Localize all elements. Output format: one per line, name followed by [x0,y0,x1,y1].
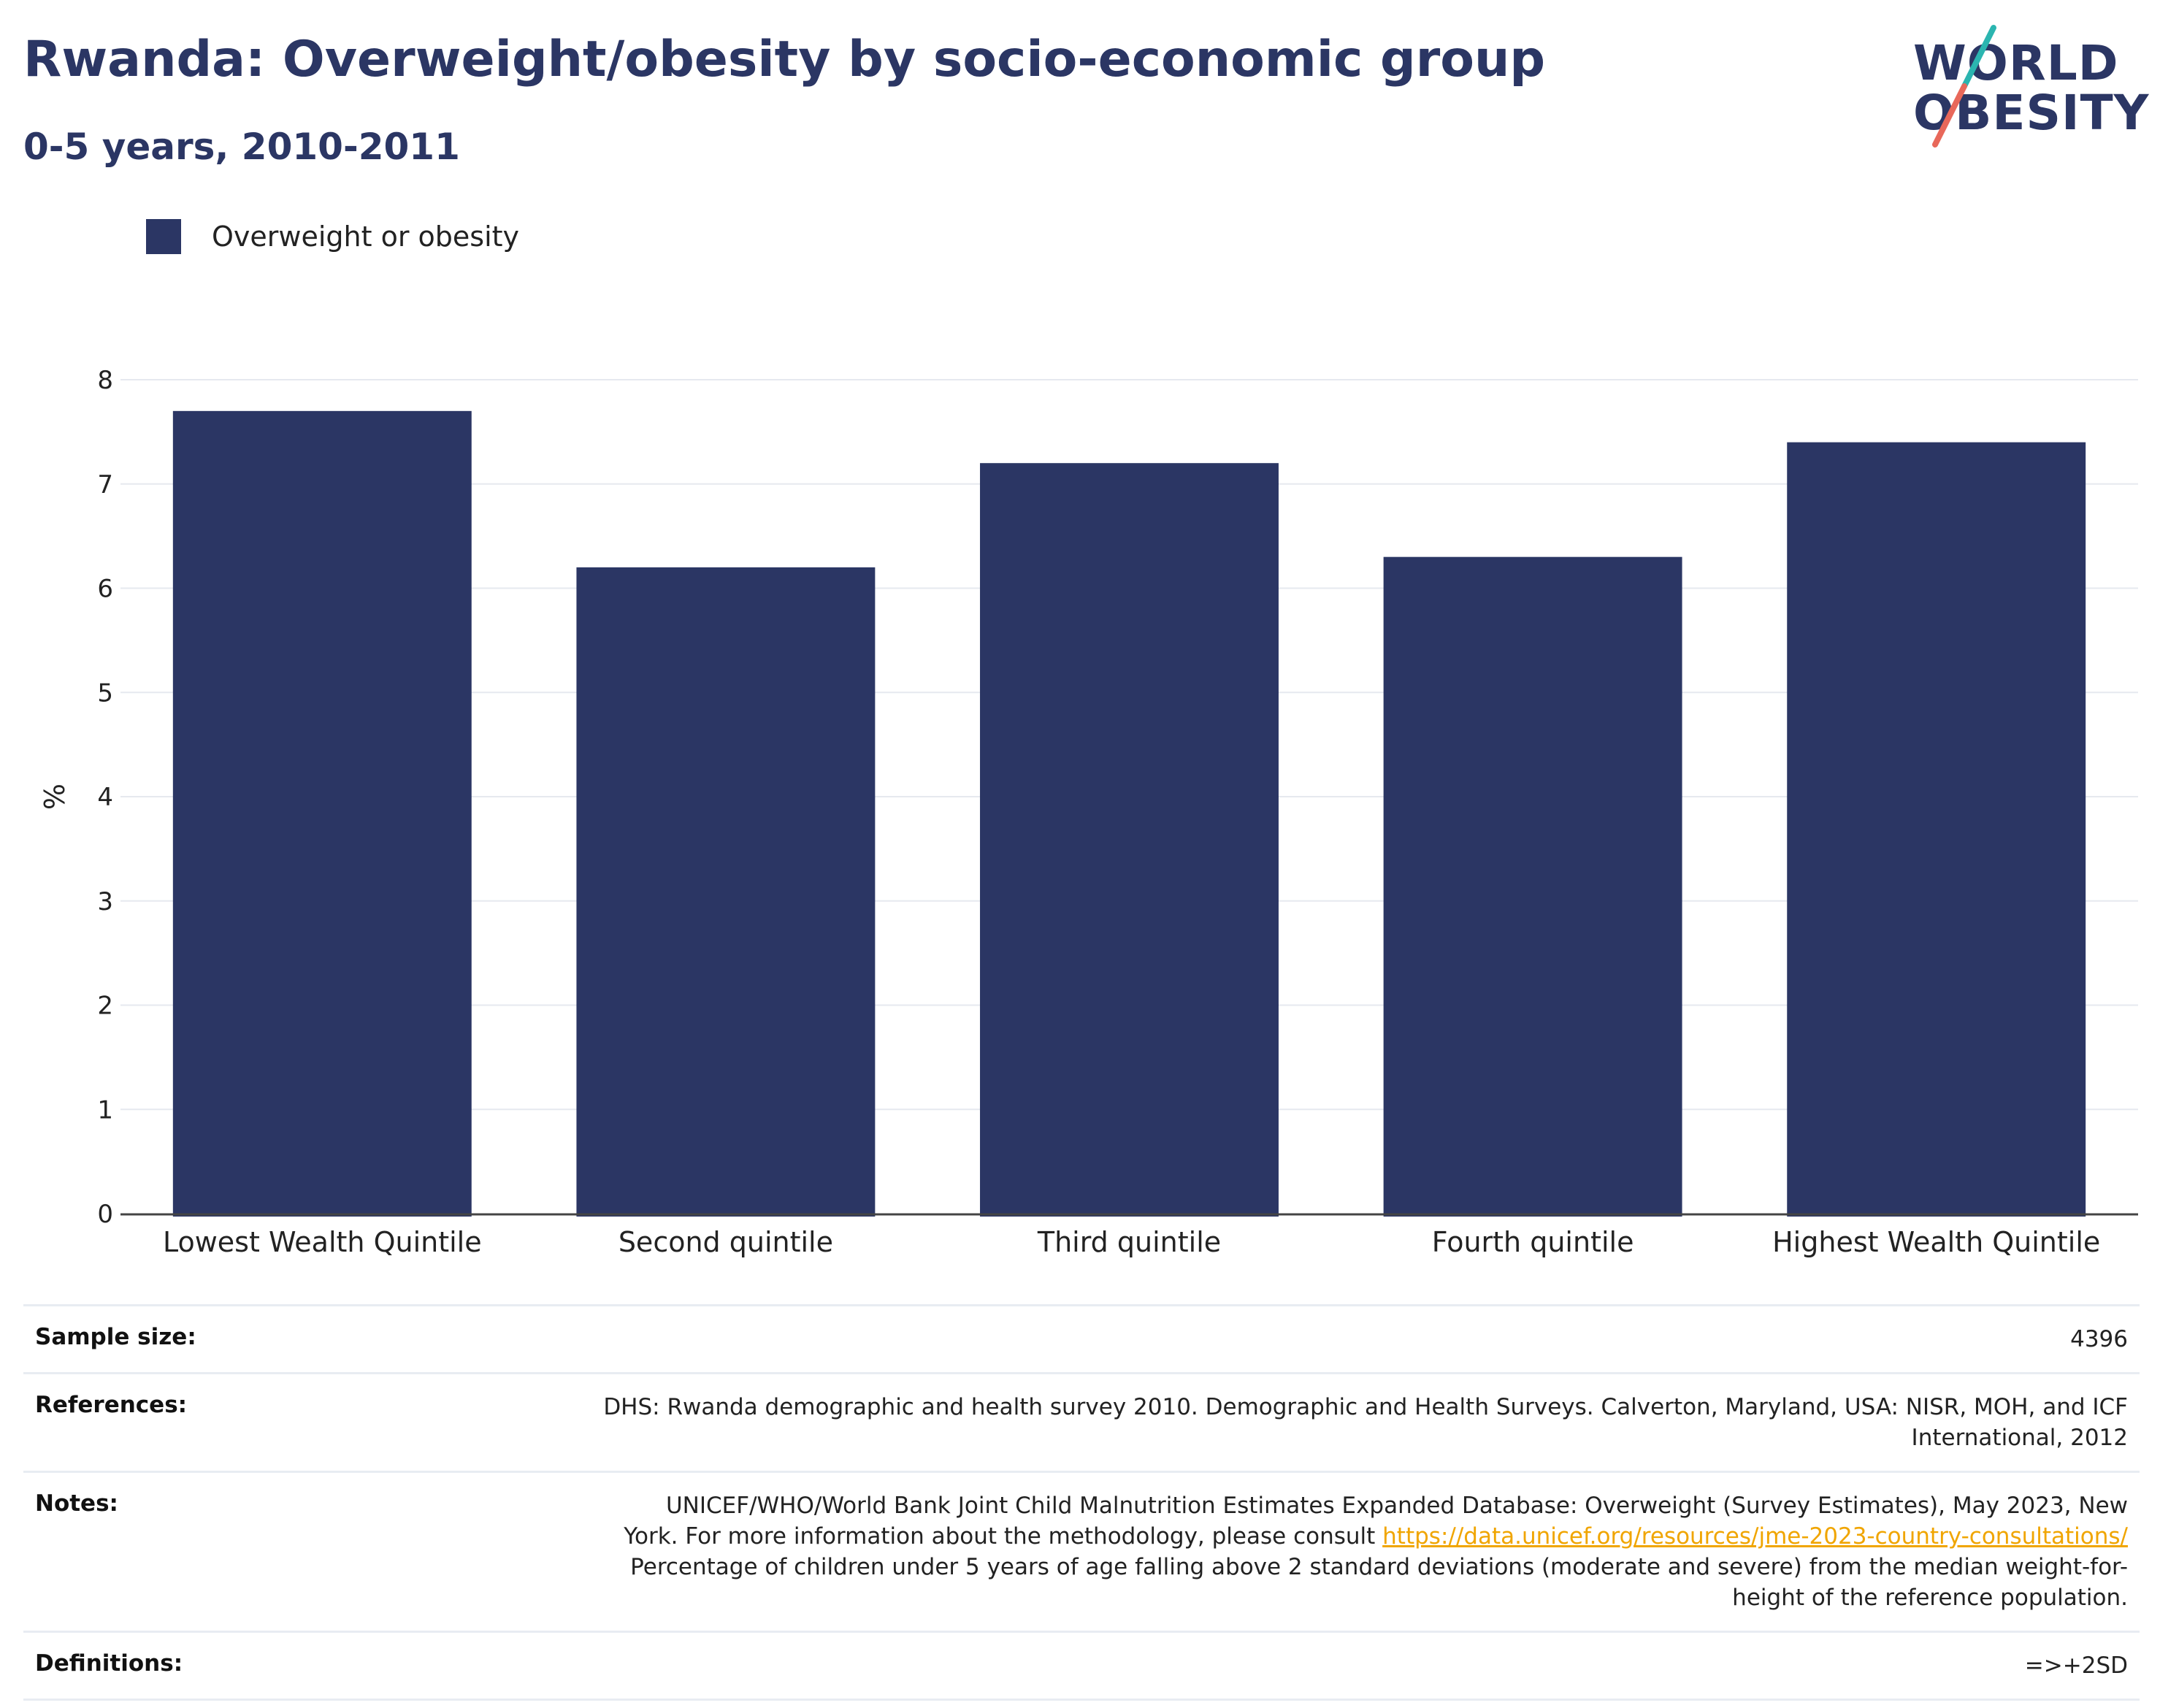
definitions-value: =>+2SD [2024,1653,2128,1679]
y-tick-label: 8 [97,366,113,395]
references-label: References: [35,1392,188,1418]
references-line: International, 2012 [1911,1425,2128,1451]
world-obesity-logo: WORLD OBESITY [1899,20,2148,152]
definitions-label: Definitions: [35,1650,183,1677]
legend-swatch [146,219,181,254]
notes-line-text: York. For more information about the met… [624,1523,1383,1550]
bar [576,567,876,1217]
notes-line: Percentage of children under 5 years of … [630,1554,2128,1580]
bar [1787,442,2086,1217]
y-axis-ticks: 0 1 2 3 4 5 6 7 8 [97,366,113,1229]
y-tick-label: 2 [97,992,113,1021]
notes-line: height of the reference population. [1732,1585,2128,1611]
x-tick-label: Third quintile [1037,1226,1221,1258]
info-table: Sample size: 4396 References: DHS: Rwand… [23,1304,2140,1701]
notes-line: UNICEF/WHO/World Bank Joint Child Malnut… [665,1493,2128,1519]
chart-title: Rwanda: Overweight/obesity by socio-econ… [23,31,1546,88]
bar [172,410,472,1217]
definitions-row: Definitions: =>+2SD [23,1631,2140,1701]
notes-row: Notes: UNICEF/WHO/World Bank Joint Child… [23,1471,2140,1631]
sample-size-label: Sample size: [35,1324,196,1350]
references-value: DHS: Rwanda demographic and health surve… [603,1392,2128,1453]
bar [980,463,1279,1217]
legend: Overweight or obesity [146,219,519,254]
logo-slash-icon [1932,25,1996,148]
x-tick-label: Highest Wealth Quintile [1772,1226,2100,1258]
y-tick-label: 1 [97,1095,113,1125]
y-tick-label: 6 [97,575,113,604]
notes-line: York. For more information about the met… [624,1521,2128,1552]
x-tick-label: Fourth quintile [1432,1226,1634,1258]
x-axis-labels: Lowest Wealth Quintile Second quintile Thi… [163,1226,2100,1258]
references-line: DHS: Rwanda demographic and health surve… [603,1394,2128,1420]
sample-size-value: 4396 [2070,1326,2128,1352]
chart-subtitle: 0-5 years, 2010-2011 [23,126,460,168]
bar-chart: 0 1 2 3 4 5 6 7 8 Lowest Wealth Quintile Second q… [37,366,2138,1258]
bars [172,410,2086,1217]
legend-label: Overweight or obesity [212,221,520,253]
methodology-link[interactable]: https://data.unicef.org/resources/jme-20… [1382,1523,2128,1550]
bar [1383,556,1682,1217]
notes-value: UNICEF/WHO/World Bank Joint Child Malnut… [624,1490,2128,1613]
notes-label: Notes: [35,1490,118,1517]
logo-word-world: WORLD [1913,35,2119,91]
y-tick-label: 7 [97,470,113,499]
sample-size-row: Sample size: 4396 [23,1304,2140,1372]
y-tick-label: 4 [97,783,113,812]
y-tick-label: 0 [97,1200,113,1229]
y-tick-label: 5 [97,678,113,708]
references-row: References: DHS: Rwanda demographic and … [23,1372,2140,1471]
x-tick-label: Lowest Wealth Quintile [163,1226,482,1258]
y-tick-label: 3 [97,887,113,916]
x-tick-label: Second quintile [618,1226,833,1258]
y-axis-label: % [37,784,69,810]
